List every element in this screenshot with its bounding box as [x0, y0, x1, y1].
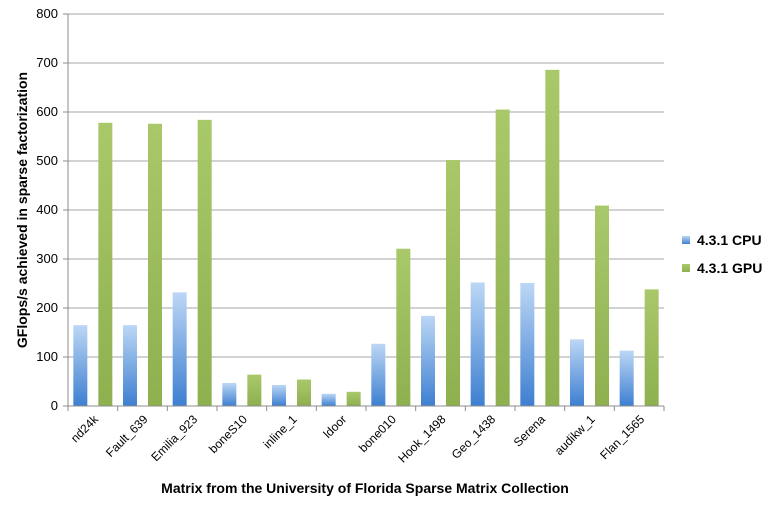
x-tick-label: inline_1 [260, 412, 299, 451]
x-tick-label: audikw_1 [552, 412, 598, 458]
y-axis-ticks: 0 100 200 300 400 500 600 700 800 [36, 6, 68, 413]
y-tick-label: 400 [36, 202, 58, 217]
y-tick-label: 100 [36, 349, 58, 364]
bar-cpu-serena [520, 283, 535, 406]
x-tick-label: Flan_1565 [597, 412, 647, 462]
legend-label-gpu: 4.3.1 GPU [697, 260, 762, 276]
bar-gpu-emilia-923 [197, 119, 212, 406]
bar-gpu-fault-639 [148, 123, 162, 406]
gridlines [68, 13, 664, 358]
bar-gpu-hook-1498 [446, 160, 460, 406]
bar-cpu-emilia-923 [172, 292, 187, 406]
bar-cpu-geo-1438 [470, 282, 485, 406]
bar-cpu-flan-1565 [619, 350, 634, 406]
bar-cpu-fault-639 [123, 325, 137, 406]
x-tick-label: Emilia_923 [148, 412, 200, 464]
x-axis-title: Matrix from the University of Florida Sp… [161, 480, 569, 496]
y-tick-label: 600 [36, 104, 58, 119]
bar-gpu-bone010 [396, 248, 411, 406]
bar-cpu-inline-1 [272, 384, 286, 406]
x-tick-label: Geo_1438 [449, 412, 499, 462]
bar-cpu-bone010 [371, 343, 386, 406]
bar-gpu-flan-1565 [644, 289, 659, 406]
bar-cpu-hook-1498 [421, 315, 435, 406]
bar-gpu-audikw-1 [595, 205, 609, 406]
y-tick-label: 200 [36, 300, 58, 315]
y-tick-label: 800 [36, 6, 58, 21]
bar-gpu-nd24k [98, 122, 113, 406]
y-tick-label: 300 [36, 251, 58, 266]
bar-cpu-ldoor [321, 393, 336, 406]
x-tick-label: nd24k [68, 412, 102, 446]
x-tick-label: boneS10 [206, 412, 250, 456]
x-tick-label: Fault_639 [103, 412, 151, 460]
y-tick-label: 0 [51, 398, 58, 413]
y-tick-label: 500 [36, 153, 58, 168]
legend-swatch-cpu [682, 236, 690, 244]
legend-swatch-gpu [682, 264, 690, 272]
bar-cpu-bones10 [222, 382, 237, 406]
x-tick-label: ldoor [321, 412, 350, 441]
bar-gpu-ldoor [346, 391, 361, 406]
legend-label-cpu: 4.3.1 CPU [697, 232, 762, 248]
bar-gpu-inline-1 [297, 379, 311, 406]
bar-gpu-bones10 [247, 374, 262, 406]
legend: 4.3.1 CPU 4.3.1 GPU [682, 232, 762, 276]
y-axis-title: GFlops/s achieved in sparse factorizatio… [14, 72, 30, 348]
x-tick-label: Serena [511, 412, 548, 449]
bars [73, 69, 659, 407]
bar-gpu-geo-1438 [495, 109, 510, 407]
bar-cpu-audikw-1 [570, 339, 584, 406]
x-tick-label: Hook_1498 [395, 412, 449, 466]
x-tick-label: bone010 [356, 412, 399, 455]
bar-cpu-nd24k [73, 325, 88, 406]
bar-gpu-serena [545, 69, 560, 407]
y-tick-label: 700 [36, 55, 58, 70]
